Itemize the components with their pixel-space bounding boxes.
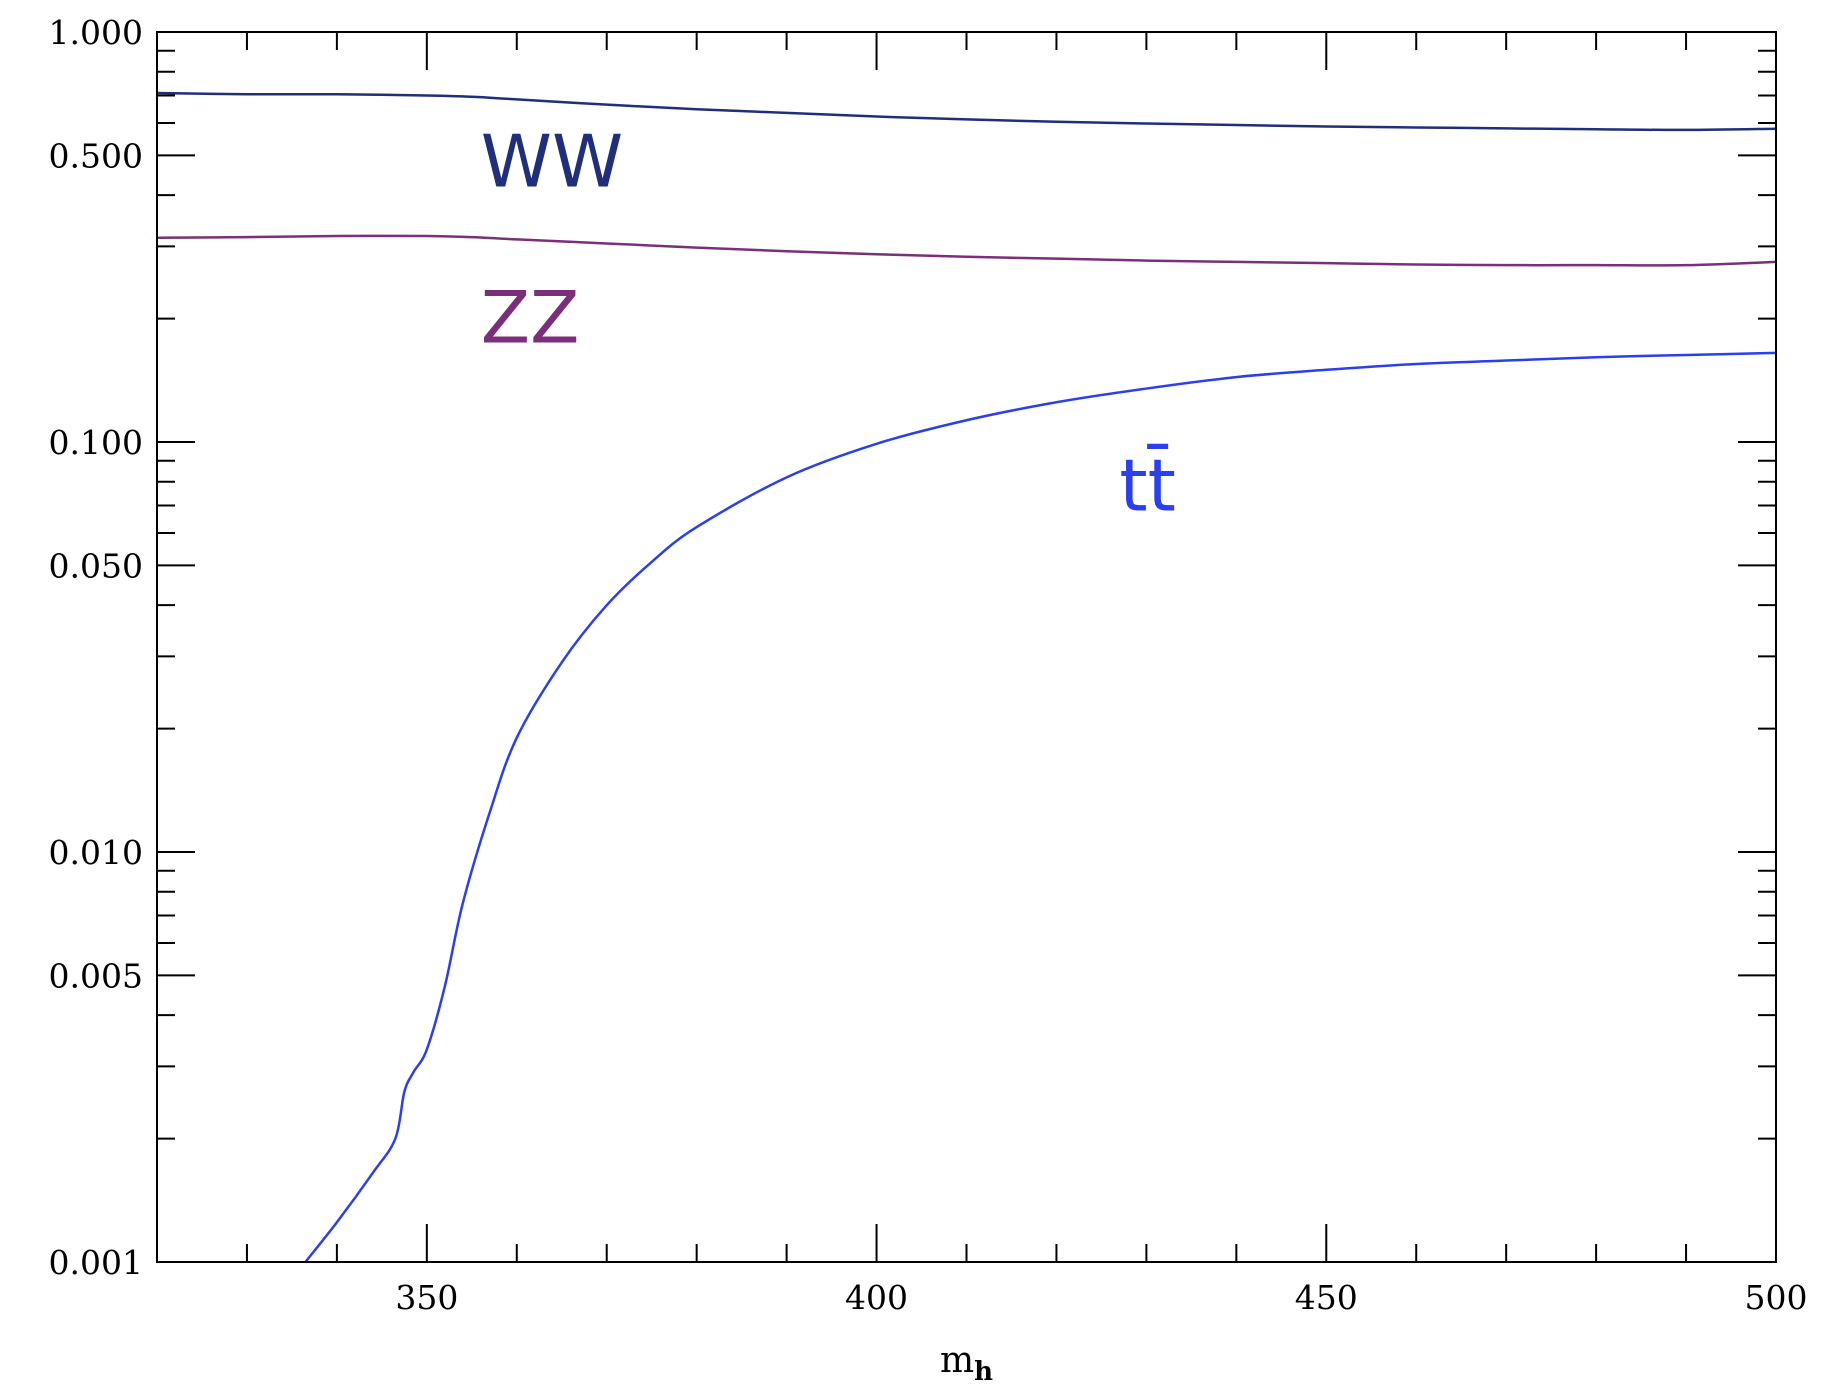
plot-frame [156,31,1777,1263]
x-axis-label-main: m [940,1340,974,1381]
series-label-0: WW [481,119,623,203]
minor-ticks [156,32,1776,1262]
series-line-0 [156,91,1777,132]
x-tick-label: 500 [1745,1278,1808,1317]
series-line-2 [304,351,1777,1263]
x-axis-label: mh [940,1340,993,1387]
y-tick-label: 0.050 [49,546,143,585]
major-ticks [157,31,1777,1263]
series-labels: WW ZZ tt̄ [481,119,1176,527]
x-axis-label-sub: h [974,1357,993,1387]
x-tick-label: 450 [1295,1278,1358,1317]
y-tick-label: 0.010 [49,833,143,872]
series-lines [156,91,1777,1263]
y-tick-label: 0.005 [49,956,143,995]
tick-labels: 350 400 450 500 1.000 0.500 0.100 0.050 0.010 0.0… [49,13,1808,1317]
series-line-1 [156,234,1777,267]
series-label-1: ZZ [481,275,580,359]
y-tick-label: 0.100 [49,423,143,462]
y-tick-label: 0.500 [49,136,143,175]
x-tick-label: 350 [395,1278,458,1317]
series-label-2: tt̄ [1119,444,1175,528]
x-tick-label: 400 [845,1278,908,1317]
y-tick-label: 0.001 [49,1243,143,1282]
y-tick-label: 1.000 [49,13,143,52]
